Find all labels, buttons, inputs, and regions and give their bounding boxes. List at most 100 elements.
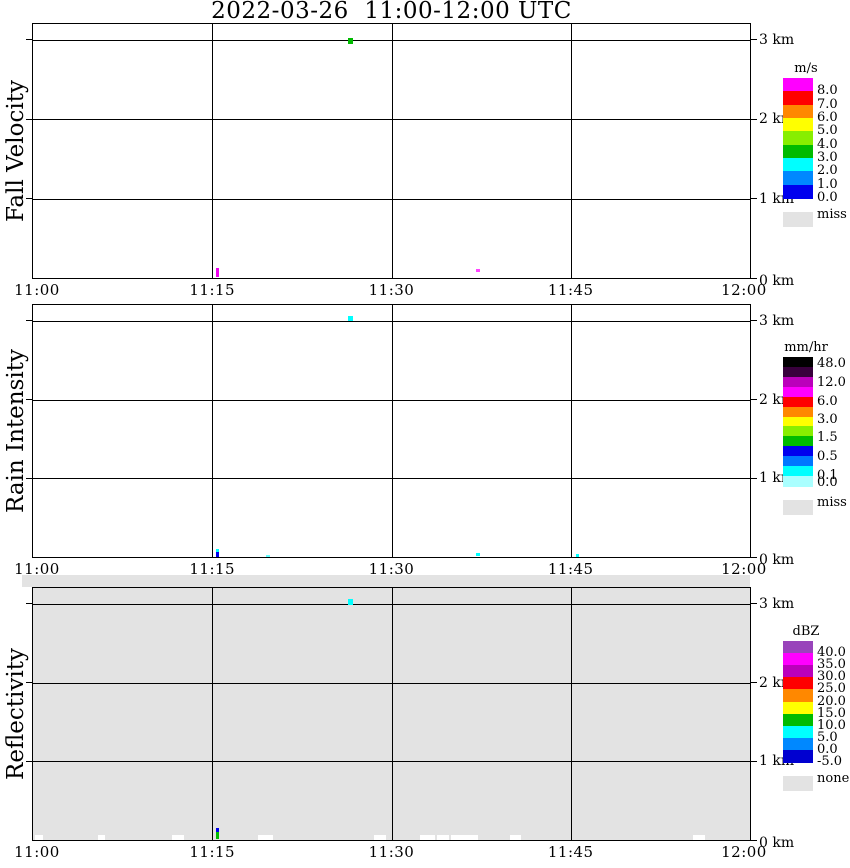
y-tick <box>751 39 757 41</box>
x-tick-label: 11:00 <box>14 560 60 578</box>
y-tick-label: 3 km <box>759 31 795 48</box>
colorbar-missing-label: miss <box>817 495 847 510</box>
colorbar-tick-label: 20.0 <box>817 693 846 709</box>
colorbar-tick-label: 3.0 <box>817 150 838 166</box>
colorbar-tick-label: 5.0 <box>817 729 838 745</box>
colorbar-tick-label: 2.0 <box>817 163 838 179</box>
colorbar-segment <box>783 416 813 428</box>
data-mark <box>348 38 353 44</box>
plot-area <box>32 304 751 558</box>
data-mark <box>436 835 449 840</box>
figure-title: 2022-03-26 11:00-12:00 UTC <box>211 0 572 24</box>
gridline-vertical <box>212 24 214 278</box>
data-mark <box>692 835 705 840</box>
data-mark <box>257 835 274 840</box>
colorbar-tick-label: 10.0 <box>817 717 846 733</box>
colorbar-segment <box>783 446 813 457</box>
x-tick-label: 11:30 <box>368 281 415 299</box>
y-tick-label: 3 km <box>759 595 795 612</box>
colorbar-segment <box>783 376 813 388</box>
x-tick-label: 11:45 <box>547 843 594 861</box>
data-mark <box>476 553 480 556</box>
colorbar-segment <box>783 476 813 487</box>
y-tick <box>751 556 757 558</box>
colorbar-segment <box>783 357 813 368</box>
colorbar-tick-label: 5.0 <box>817 123 838 139</box>
colorbar-tick-label: 0.5 <box>817 448 838 464</box>
colorbar-missing-swatch <box>783 500 813 515</box>
colorbar-segment <box>783 171 813 186</box>
colorbar-segment <box>783 466 813 477</box>
colorbar-tick-label: 12.0 <box>817 374 846 390</box>
y-tick <box>751 477 757 479</box>
gridline-vertical <box>570 588 572 840</box>
y-tick <box>26 603 32 605</box>
x-tick-label: 11:15 <box>189 560 236 578</box>
colorbar-segment <box>783 701 813 715</box>
data-mark <box>97 835 105 840</box>
y-tick-label: 0 km <box>759 835 795 851</box>
y-tick <box>751 277 757 279</box>
gridline-vertical <box>570 24 572 278</box>
x-tick-label: 12:00 <box>721 560 767 578</box>
data-mark <box>171 835 184 840</box>
colorbar-tick-label: 7.0 <box>817 96 838 112</box>
colorbar-segment <box>783 737 813 751</box>
colorbar-segment <box>783 456 813 467</box>
colorbar-segment <box>783 104 813 119</box>
data-mark <box>476 269 480 273</box>
colorbar-tick-label: 4.0 <box>817 136 838 152</box>
y-tick <box>751 682 757 683</box>
x-tick-label: 11:30 <box>368 843 415 861</box>
plot-area <box>32 587 751 841</box>
colorbar-segment <box>783 689 813 703</box>
gridline-vertical <box>391 588 393 840</box>
data-mark <box>215 828 219 833</box>
colorbar-segment <box>783 396 813 408</box>
gridline-vertical <box>570 305 572 557</box>
data-mark <box>35 835 43 840</box>
plot-bleed <box>22 575 750 587</box>
colorbar-tick-label: 30.0 <box>817 669 846 685</box>
fall-velocity-colorbar-title: m/s <box>794 61 818 76</box>
colorbar-segment <box>783 386 813 398</box>
colorbar-segment <box>783 749 813 763</box>
colorbar-tick-label: 35.0 <box>817 657 846 673</box>
x-tick-label: 11:45 <box>547 281 594 299</box>
y-tick <box>751 198 757 200</box>
colorbar-segment <box>783 158 813 172</box>
reflectivity-colorbar-title: dBZ <box>792 624 820 639</box>
y-tick <box>751 399 757 400</box>
gridline-vertical <box>212 588 214 840</box>
colorbar-tick-label: 15.0 <box>817 705 846 721</box>
colorbar-segment <box>783 653 813 666</box>
colorbar-missing-label: miss <box>817 207 847 222</box>
y-tick <box>26 477 32 479</box>
rain-intensity-colorbar-title: mm/hr <box>784 340 828 355</box>
colorbar-tick-label: 8.0 <box>817 83 838 99</box>
x-tick-label: 11:00 <box>14 281 60 299</box>
x-tick-label: 11:30 <box>368 560 415 578</box>
gridline-vertical <box>391 305 393 557</box>
colorbar-tick-label: 0.1 <box>817 467 838 483</box>
y-tick <box>26 682 32 683</box>
colorbar-segment <box>783 641 813 654</box>
colorbar-missing-label: none <box>817 771 850 786</box>
gridline-vertical <box>212 305 214 557</box>
data-mark <box>509 835 521 840</box>
colorbar-tick-label: 0.0 <box>817 741 838 757</box>
colorbar-tick-label: 0.0 <box>817 190 838 205</box>
data-mark <box>451 835 478 840</box>
colorbar-tick-label: 40.0 <box>817 645 846 661</box>
x-tick-label: 11:15 <box>189 843 236 861</box>
y-tick <box>26 399 32 400</box>
x-tick-label: 12:00 <box>721 843 767 861</box>
data-mark <box>348 599 353 605</box>
colorbar-segment <box>783 91 813 106</box>
colorbar-tick-label: 1.0 <box>817 176 838 192</box>
y-tick <box>751 839 757 841</box>
colorbar-segment <box>783 406 813 418</box>
